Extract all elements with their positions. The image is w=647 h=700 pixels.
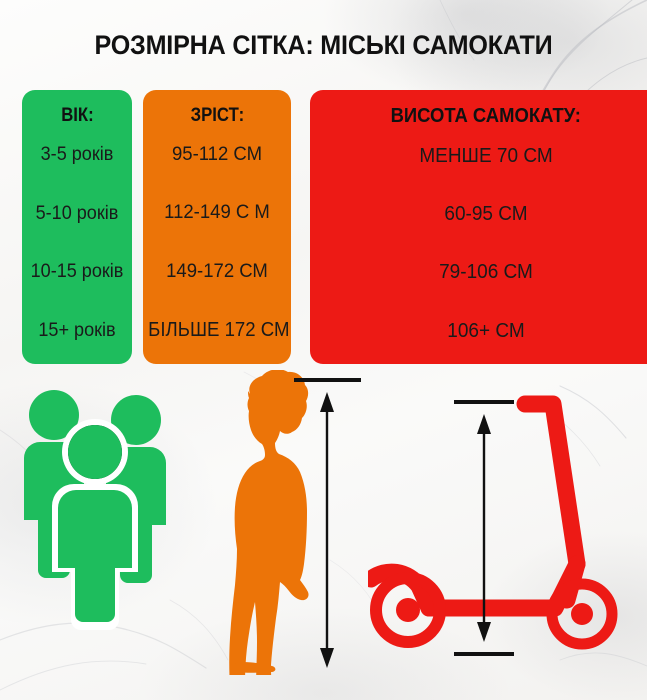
- column-rows-height: 95-112 СМ 112-149 С М 149-172 СМ БІЛЬШЕ …: [143, 125, 291, 364]
- column-header-scooter-height: ВИСОТА САМОКАТУ:: [390, 104, 582, 127]
- column-header-height: ЗРІСТ:: [190, 105, 244, 126]
- height-reference-line: [294, 378, 361, 382]
- table-row: 5-10 років: [35, 202, 119, 224]
- front-wheel: [370, 572, 446, 648]
- size-column-scooter-height: ВИСОТА САМОКАТУ: МЕНШЕ 70 СМ 60-95 СМ 79…: [310, 90, 647, 364]
- group-of-people-icon: [24, 390, 166, 630]
- table-row: 112-149 С М: [164, 201, 270, 224]
- column-rows-scooter-height: МЕНШЕ 70 СМ 60-95 СМ 79-106 СМ 106+ СМ: [310, 127, 647, 365]
- table-row: 10-15 років: [30, 261, 124, 283]
- group-of-people-illustration: [14, 380, 184, 630]
- height-measure-arrow: [320, 392, 334, 668]
- deck-height-top-line: [454, 400, 514, 404]
- table-row: 15+ років: [38, 320, 116, 342]
- table-row: 95-112 СМ: [171, 142, 263, 165]
- table-row: БІЛЬШЕ 172 СМ: [148, 319, 290, 342]
- standing-person-silhouette-icon: [229, 370, 361, 675]
- person-height-illustration: [190, 370, 370, 675]
- size-column-age: ВІК: 3-5 років 5-10 років 10-15 років 15…: [22, 90, 132, 364]
- column-header-age: ВІК:: [60, 105, 94, 126]
- size-column-height: ЗРІСТ: 95-112 СМ 112-149 С М 149-172 СМ …: [143, 90, 291, 364]
- table-row: МЕНШЕ 70 СМ: [419, 144, 553, 167]
- column-rows-age: 3-5 років 5-10 років 10-15 років 15+ рок…: [22, 125, 132, 364]
- rear-wheel: [546, 578, 618, 650]
- table-row: 3-5 років: [40, 143, 114, 165]
- page-title: РОЗМІРНА СІТКА: МІСЬКІ САМОКАТИ: [94, 30, 553, 60]
- table-row: 149-172 СМ: [166, 259, 268, 282]
- kick-scooter-icon: [368, 395, 618, 656]
- deck-height-bottom-line: [454, 652, 514, 656]
- table-row: 60-95 СМ: [444, 203, 528, 226]
- deck-height-measure-arrow: [477, 414, 491, 642]
- table-row: 79-106 СМ: [439, 261, 533, 284]
- scooter-height-illustration: [368, 378, 640, 670]
- table-row: 106+ СМ: [447, 319, 525, 342]
